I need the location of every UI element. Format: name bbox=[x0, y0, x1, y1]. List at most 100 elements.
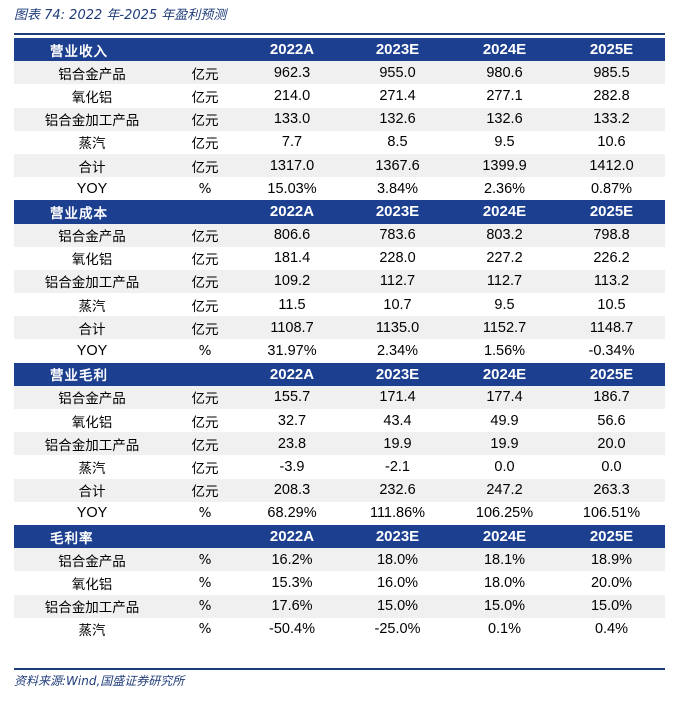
row-label: 氧化铝 bbox=[14, 246, 170, 270]
value-cell: 19.9 bbox=[451, 432, 558, 456]
value-cell: 1367.6 bbox=[344, 153, 451, 178]
table-row: 铝合金产品 亿元 155.7 171.4 177.4 186.7 bbox=[14, 385, 665, 409]
section-header: 毛利率 2022A 2023E 2024E 2025E bbox=[14, 524, 665, 549]
table-row: 蒸汽 亿元 7.7 8.5 9.5 10.6 bbox=[14, 131, 665, 154]
value-cell: 15.0% bbox=[344, 594, 451, 618]
figure-title: 图表 74: 2022 年-2025 年盈利预测 bbox=[14, 8, 227, 23]
value-cell: 16.2% bbox=[240, 548, 344, 572]
row-unit: 亿元 bbox=[170, 293, 240, 317]
table-row: 蒸汽 亿元 -3.9 -2.1 0.0 0.0 bbox=[14, 455, 665, 478]
row-unit: % bbox=[170, 548, 240, 572]
row-unit: % bbox=[170, 617, 240, 641]
table-row: 蒸汽% -50.4% -25.0% 0.1% 0.4% bbox=[14, 617, 665, 641]
value-cell: 783.6 bbox=[344, 223, 451, 247]
value-cell: 19.9 bbox=[344, 432, 451, 456]
value-cell: 112.7 bbox=[451, 269, 558, 294]
value-cell: 214.0 bbox=[273, 87, 311, 104]
value-cell: -25.0% bbox=[344, 617, 451, 641]
value-cell: 232.6 bbox=[344, 478, 451, 502]
value-cell: 226.2 bbox=[558, 246, 665, 270]
value-cell: 228.0 bbox=[344, 246, 451, 270]
value-cell: 803.2 bbox=[451, 223, 558, 247]
value-cell: 0.1% bbox=[451, 617, 558, 641]
value-cell: 109.2 bbox=[240, 269, 344, 294]
value-cell: 1399.9 bbox=[451, 153, 558, 178]
row-unit: % bbox=[170, 571, 240, 595]
row-unit: 亿元 bbox=[170, 246, 240, 270]
value-cell: -3.9 bbox=[279, 458, 305, 475]
table-row: 氧化铝 亿元 214.0 271.4 277.1 282.8 bbox=[14, 84, 665, 107]
table-row: 氧化铝% 15.3% 16.0% 18.0% 20.0% bbox=[14, 571, 665, 595]
table-row: 铝合金加工产品 亿元 23.8 19.9 19.9 20.0 bbox=[14, 432, 665, 456]
value-cell: 15.03% bbox=[267, 180, 317, 197]
bottom-rule bbox=[14, 668, 665, 670]
value-cell: 263.3 bbox=[558, 478, 665, 502]
value-cell: 186.7 bbox=[558, 385, 665, 409]
section-header: 营业毛利 2022A 2023E 2024E 2025E bbox=[14, 362, 665, 386]
value-cell: 1317.0 bbox=[240, 153, 344, 178]
row-unit: % bbox=[198, 180, 212, 197]
row-label: 铝合金产品 bbox=[14, 61, 170, 85]
value-cell: 56.6 bbox=[597, 412, 626, 429]
year-header: 2024E bbox=[451, 524, 558, 549]
value-cell: 1148.7 bbox=[558, 316, 665, 340]
row-unit: 亿元 bbox=[191, 136, 219, 153]
row-label: 铝合金产品 bbox=[14, 548, 170, 572]
value-cell: 985.5 bbox=[558, 61, 665, 85]
value-cell: 1412.0 bbox=[558, 153, 665, 178]
value-cell: 113.2 bbox=[558, 269, 665, 294]
table-row: 铝合金产品 亿元 806.6 783.6 803.2 798.8 bbox=[14, 223, 665, 247]
year-header: 2023E bbox=[344, 362, 451, 386]
row-unit: 亿元 bbox=[170, 107, 240, 131]
value-cell: 111.86% bbox=[369, 505, 426, 522]
value-cell: 271.4 bbox=[379, 87, 416, 104]
row-unit: 亿元 bbox=[170, 269, 240, 294]
year-header: 2023E bbox=[344, 524, 451, 549]
row-label: 蒸汽 bbox=[78, 460, 106, 477]
section-title: 营业成本 bbox=[14, 200, 240, 224]
value-cell: 112.7 bbox=[344, 269, 451, 294]
value-cell: 247.2 bbox=[451, 478, 558, 502]
row-label: 合计 bbox=[14, 153, 170, 178]
value-cell: 49.9 bbox=[490, 412, 519, 429]
value-cell: 17.6% bbox=[240, 594, 344, 618]
row-unit: 亿元 bbox=[170, 61, 240, 85]
value-cell: 227.2 bbox=[451, 246, 558, 270]
row-label: 铝合金产品 bbox=[14, 385, 170, 409]
value-cell: 133.2 bbox=[558, 107, 665, 131]
table-row: 合计 亿元 1108.7 1135.0 1152.7 1148.7 bbox=[14, 316, 665, 340]
value-cell: 177.4 bbox=[451, 385, 558, 409]
year-header: 2022A bbox=[240, 200, 344, 224]
row-label: YOY bbox=[76, 505, 108, 522]
value-cell: 7.7 bbox=[281, 134, 303, 151]
row-unit: 亿元 bbox=[191, 414, 219, 431]
row-unit: 亿元 bbox=[170, 478, 240, 502]
row-label: 铝合金加工产品 bbox=[14, 594, 170, 618]
row-label: YOY bbox=[14, 339, 170, 363]
section-title: 营业毛利 bbox=[14, 362, 240, 386]
year-header: 2022A bbox=[240, 362, 344, 386]
value-cell: 0.0 bbox=[494, 458, 515, 475]
row-unit: 亿元 bbox=[170, 385, 240, 409]
table-row: 氧化铝 亿元 181.4 228.0 227.2 226.2 bbox=[14, 246, 665, 270]
row-label: YOY bbox=[76, 180, 108, 197]
value-cell: 20.0% bbox=[558, 571, 665, 595]
value-cell: 20.0 bbox=[558, 432, 665, 456]
row-unit: 亿元 bbox=[170, 432, 240, 456]
year-header: 2022A bbox=[240, 524, 344, 549]
value-cell: 1152.7 bbox=[451, 316, 558, 340]
value-cell: 18.0% bbox=[344, 548, 451, 572]
value-cell: 10.6 bbox=[597, 134, 626, 151]
year-header: 2025E bbox=[558, 200, 665, 224]
value-cell: 1135.0 bbox=[344, 316, 451, 340]
value-cell: 282.8 bbox=[593, 87, 630, 104]
table-row: 蒸汽 亿元 11.5 10.7 9.5 10.5 bbox=[14, 293, 665, 317]
value-cell: 798.8 bbox=[558, 223, 665, 247]
value-cell: -0.34% bbox=[558, 339, 665, 363]
top-rule bbox=[14, 33, 665, 35]
value-cell: 16.0% bbox=[344, 571, 451, 595]
table-row: 铝合金产品 亿元 962.3 955.0 980.6 985.5 bbox=[14, 61, 665, 85]
table-row: YOY% 15.03% 3.84% 2.36% 0.87% bbox=[14, 177, 665, 200]
value-cell: 980.6 bbox=[451, 61, 558, 85]
table-row: 铝合金产品% 16.2% 18.0% 18.1% 18.9% bbox=[14, 548, 665, 572]
